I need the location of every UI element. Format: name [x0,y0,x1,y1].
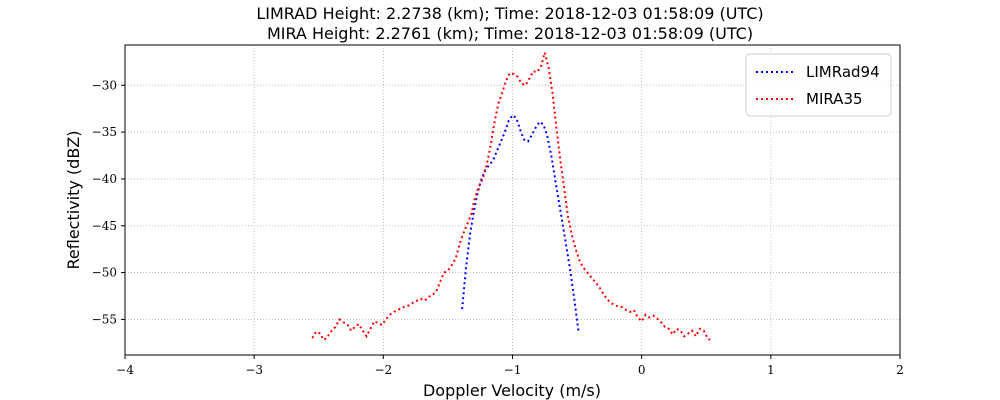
chart-title-line-2: MIRA Height: 2.2761 (km); Time: 2018-12-… [267,24,753,43]
x-axis-label: Doppler Velocity (m/s) [423,381,601,400]
series-layer [311,48,711,342]
legend-label-limrad94: LIMRad94 [806,63,880,81]
x-tick-label: 0 [638,363,646,377]
x-tick-label: −1 [504,363,522,377]
y-tick-label: −40 [92,172,117,186]
x-tick-label: −4 [116,363,134,377]
legend-box [745,53,892,117]
y-tick-label: −55 [92,312,117,326]
y-tick-label: −50 [92,266,117,280]
legend-label-mira35: MIRA35 [806,90,863,108]
y-tick-label: −30 [92,78,117,92]
x-tick-label: 2 [896,363,904,377]
legend: LIMRad94 MIRA35 [745,53,892,117]
y-tick-label: −45 [92,219,117,233]
x-tick-label: 1 [767,363,775,377]
series-line-limrad94 [461,113,580,331]
y-axis-label: Reflectivity (dBZ) [64,131,83,270]
axis-ticks: −4 −3 −2 −1 0 1 2 −55 −50 −45 −40 −35 −30 [92,78,904,377]
series-line-mira35 [311,48,711,342]
x-tick-label: −2 [374,363,392,377]
y-tick-label: −35 [92,125,117,139]
x-tick-label: −3 [245,363,263,377]
chart-title-line-1: LIMRAD Height: 2.2738 (km); Time: 2018-1… [256,4,763,23]
